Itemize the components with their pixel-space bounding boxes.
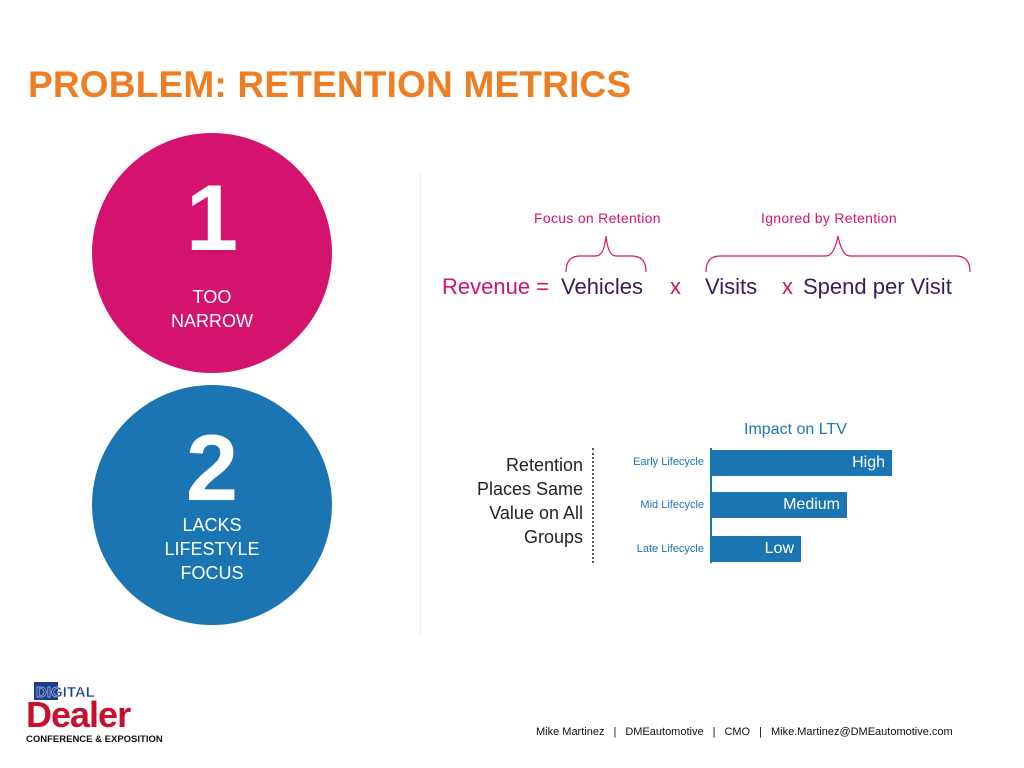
point-2-label-line: LIFESTYLE — [164, 539, 260, 559]
ignored-brace — [705, 235, 971, 273]
point-1-circle: 1 TOO NARROW — [92, 133, 332, 373]
equation-braces — [565, 235, 971, 273]
row-label-late: Late Lifecycle — [636, 543, 704, 555]
point-1-number: 1 — [185, 165, 239, 270]
point-2-circle: 2 LACKS LIFESTYLE FOCUS — [92, 385, 332, 625]
vehicles-term: Vehicles — [561, 274, 643, 299]
retention-description-line: Groups — [523, 527, 583, 547]
point-2-label-line: FOCUS — [180, 563, 244, 583]
footer-name: Mike Martinez — [536, 726, 605, 738]
slide-title: PROBLEM: RETENTION METRICS — [28, 64, 632, 105]
retention-description: Retention Places Same Value on All Group… — [440, 453, 583, 549]
focus-on-retention-label: Focus on Retention — [534, 210, 661, 226]
ignored-by-retention-label: Ignored by Retention — [761, 210, 897, 226]
point-1-label-line: NARROW — [171, 311, 253, 331]
point-2-label: LACKS LIFESTYLE FOCUS — [92, 513, 332, 585]
point-1-label-line: TOO — [192, 287, 232, 307]
footer-email[interactable]: Mike.Martinez@DMEautomotive.com — [770, 726, 953, 738]
row-label-mid: Mid Lifecycle — [640, 499, 704, 511]
impact-bar-medium: Medium — [710, 492, 847, 518]
footer-role: CMO — [724, 726, 751, 738]
vertical-divider — [420, 172, 421, 637]
point-2-number: 2 — [185, 415, 239, 520]
multiply-sign: x — [670, 274, 681, 299]
focus-brace — [565, 235, 647, 273]
digital-dealer-logo: DIGITAL Dealer CONFERENCE & EXPOSITION — [24, 680, 184, 746]
retention-description-line: Places Same — [476, 479, 583, 499]
point-2-label-line: LACKS — [182, 515, 242, 535]
dotted-divider — [592, 448, 594, 563]
retention-description-line: Retention — [505, 455, 583, 475]
svg-text:DIGITAL: DIGITAL — [36, 684, 95, 701]
impact-bar-high: High — [710, 450, 892, 476]
multiply-sign: x — [782, 274, 793, 299]
retention-description-line: Value on All — [489, 503, 583, 523]
point-1-label: TOO NARROW — [92, 285, 332, 333]
footer-company: DMEautomotive — [625, 726, 704, 738]
spend-per-visit-term: Spend per Visit — [803, 274, 952, 299]
impact-bars: High Medium Low — [710, 450, 892, 565]
revenue-label: Revenue = — [442, 274, 550, 299]
row-label-early: Early Lifecycle — [633, 456, 704, 468]
impact-bar-low: Low — [710, 536, 801, 562]
svg-text:Dealer: Dealer — [26, 694, 131, 735]
visits-term: Visits — [705, 274, 758, 299]
footer-credits: Mike Martinez | DMEautomotive | CMO | Mike.Mar… — [536, 726, 953, 738]
impact-title: Impact on LTV — [744, 421, 847, 438]
svg-text:CONFERENCE & EXPOSITION: CONFERENCE & EXPOSITION — [26, 734, 163, 745]
